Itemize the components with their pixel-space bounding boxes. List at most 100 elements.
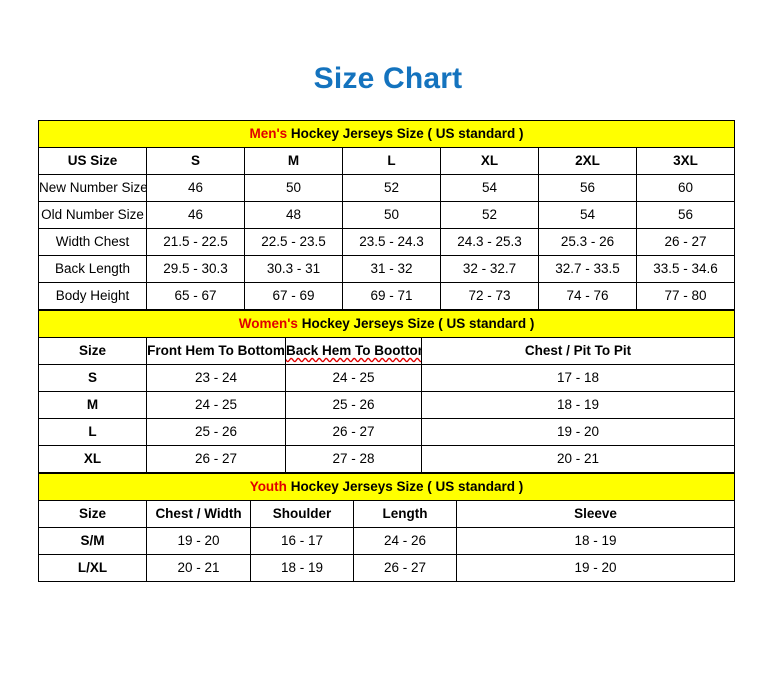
youth-header-row: Size Chest / Width Shoulder Length Sleev…	[38, 500, 735, 528]
mens-cell-2-5: 26 - 27	[636, 228, 735, 256]
mens-col-header-3: L	[342, 147, 441, 175]
youth-cell-1-2: 26 - 27	[353, 554, 457, 582]
table-row: XL 26 - 27 27 - 28 20 - 21	[38, 445, 736, 473]
mens-cell-2-4: 25.3 - 26	[538, 228, 637, 256]
table-row: Old Number Size 46 48 50 52 54 56	[38, 201, 735, 229]
womens-cell-2-2: 19 - 20	[420, 418, 736, 446]
mens-row-label-1: Old Number Size	[38, 201, 147, 229]
mens-cell-0-2: 52	[342, 174, 441, 202]
mens-cell-0-0: 46	[146, 174, 245, 202]
table-row: S/M 19 - 20 16 - 17 24 - 26 18 - 19	[38, 527, 735, 555]
mens-cell-1-5: 56	[636, 201, 735, 229]
womens-cell-1-1: 25 - 26	[285, 391, 422, 419]
mens-cell-0-4: 56	[538, 174, 637, 202]
mens-row-label-2: Width Chest	[38, 228, 147, 256]
mens-cell-2-3: 24.3 - 25.3	[440, 228, 539, 256]
youth-cell-0-3: 18 - 19	[456, 527, 735, 555]
table-row: Back Length 29.5 - 30.3 30.3 - 31 31 - 3…	[38, 255, 735, 283]
womens-row-label-2: L	[38, 418, 147, 446]
mens-cell-1-0: 46	[146, 201, 245, 229]
mens-cell-4-2: 69 - 71	[342, 282, 441, 310]
table-row: L 25 - 26 26 - 27 19 - 20	[38, 418, 736, 446]
youth-cell-0-0: 19 - 20	[146, 527, 251, 555]
mens-cell-3-1: 30.3 - 31	[244, 255, 343, 283]
womens-cell-0-0: 23 - 24	[146, 364, 286, 392]
mens-header-row: US Size S M L XL 2XL 3XL	[38, 147, 735, 175]
table-row: Body Height 65 - 67 67 - 69 69 - 71 72 -…	[38, 282, 735, 310]
mens-col-header-2: M	[244, 147, 343, 175]
mens-cell-1-1: 48	[244, 201, 343, 229]
womens-cell-2-1: 26 - 27	[285, 418, 422, 446]
womens-cell-0-2: 17 - 18	[420, 364, 736, 392]
womens-row-label-3: XL	[38, 445, 147, 473]
misspelled-header-text: Back Hem To Boottom	[286, 343, 422, 358]
mens-row-label-4: Body Height	[38, 282, 147, 310]
womens-cell-1-2: 18 - 19	[420, 391, 736, 419]
size-tables-container: Men's Hockey Jerseys Size ( US standard …	[37, 120, 736, 582]
mens-cell-4-3: 72 - 73	[440, 282, 539, 310]
youth-banner-audience: Youth	[249, 479, 287, 494]
mens-col-header-6: 3XL	[636, 147, 735, 175]
mens-row-label-0: New Number Size	[38, 174, 147, 202]
youth-col-header-4: Sleeve	[456, 500, 735, 528]
youth-col-header-1: Chest / Width	[146, 500, 251, 528]
mens-cell-4-5: 77 - 80	[636, 282, 735, 310]
mens-cell-3-2: 31 - 32	[342, 255, 441, 283]
mens-col-header-1: S	[146, 147, 245, 175]
youth-col-header-0: Size	[38, 500, 147, 528]
womens-col-header-0: Size	[38, 337, 147, 365]
mens-cell-0-3: 54	[440, 174, 539, 202]
youth-cell-1-3: 19 - 20	[456, 554, 735, 582]
womens-banner-audience: Women's	[238, 316, 298, 331]
womens-size-table: Women's Hockey Jerseys Size ( US standar…	[37, 310, 736, 473]
table-row: Width Chest 21.5 - 22.5 22.5 - 23.5 23.5…	[38, 228, 735, 256]
mens-banner-audience: Men's	[249, 126, 288, 141]
mens-col-header-5: 2XL	[538, 147, 637, 175]
youth-size-table: Youth Hockey Jerseys Size ( US standard …	[38, 473, 735, 582]
mens-banner-rest: Hockey Jerseys Size ( US standard )	[287, 126, 524, 141]
mens-cell-4-4: 74 - 76	[538, 282, 637, 310]
youth-section-banner: Youth Hockey Jerseys Size ( US standard …	[38, 473, 735, 501]
womens-cell-3-1: 27 - 28	[285, 445, 422, 473]
womens-banner-row: Women's Hockey Jerseys Size ( US standar…	[37, 310, 736, 338]
womens-row-label-1: M	[38, 391, 147, 419]
youth-cell-1-0: 20 - 21	[146, 554, 251, 582]
mens-col-header-4: XL	[440, 147, 539, 175]
womens-cell-3-0: 26 - 27	[146, 445, 286, 473]
womens-col-header-2: Back Hem To Boottom	[285, 337, 422, 365]
mens-cell-3-3: 32 - 32.7	[440, 255, 539, 283]
youth-col-header-3: Length	[353, 500, 457, 528]
page-title: Size Chart	[313, 62, 463, 95]
mens-cell-3-4: 32.7 - 33.5	[538, 255, 637, 283]
youth-row-label-0: S/M	[38, 527, 147, 555]
youth-cell-0-1: 16 - 17	[250, 527, 354, 555]
youth-col-header-2: Shoulder	[250, 500, 354, 528]
mens-cell-2-2: 23.5 - 24.3	[342, 228, 441, 256]
mens-cell-2-1: 22.5 - 23.5	[244, 228, 343, 256]
womens-col-header-3: Chest / Pit To Pit	[420, 337, 736, 365]
womens-row-label-0: S	[38, 364, 147, 392]
mens-cell-0-1: 50	[244, 174, 343, 202]
womens-banner-rest: Hockey Jerseys Size ( US standard )	[297, 316, 535, 331]
mens-cell-4-0: 65 - 67	[146, 282, 245, 310]
mens-cell-4-1: 67 - 69	[244, 282, 343, 310]
youth-banner-rest: Hockey Jerseys Size ( US standard )	[286, 479, 524, 494]
womens-section-banner: Women's Hockey Jerseys Size ( US standar…	[37, 310, 736, 338]
mens-cell-1-2: 50	[342, 201, 441, 229]
mens-cell-2-0: 21.5 - 22.5	[146, 228, 245, 256]
mens-row-label-3: Back Length	[38, 255, 147, 283]
table-row: S 23 - 24 24 - 25 17 - 18	[38, 364, 736, 392]
table-row: M 24 - 25 25 - 26 18 - 19	[38, 391, 736, 419]
mens-section-banner: Men's Hockey Jerseys Size ( US standard …	[38, 120, 735, 148]
mens-cell-1-3: 52	[440, 201, 539, 229]
womens-cell-0-1: 24 - 25	[285, 364, 422, 392]
youth-cell-1-1: 18 - 19	[250, 554, 354, 582]
mens-col-header-0: US Size	[38, 147, 147, 175]
mens-cell-1-4: 54	[538, 201, 637, 229]
table-row: L/XL 20 - 21 18 - 19 26 - 27 19 - 20	[38, 554, 735, 582]
youth-cell-0-2: 24 - 26	[353, 527, 457, 555]
youth-banner-row: Youth Hockey Jerseys Size ( US standard …	[38, 473, 735, 501]
mens-banner-row: Men's Hockey Jerseys Size ( US standard …	[38, 120, 735, 148]
mens-cell-0-5: 60	[636, 174, 735, 202]
